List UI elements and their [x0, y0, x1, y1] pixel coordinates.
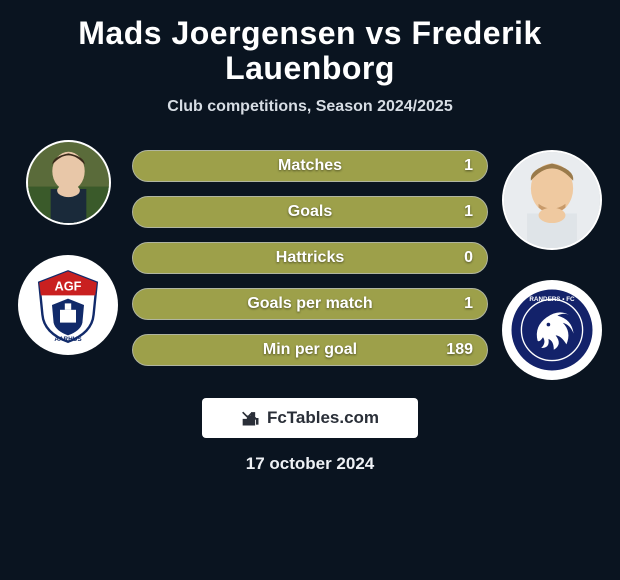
- stat-bar: Min per goal 189: [132, 334, 488, 366]
- footer: FcTables.com 17 october 2024: [0, 398, 620, 474]
- page-title: Mads Joergensen vs Frederik Lauenborg: [0, 10, 620, 94]
- svg-text:AGF: AGF: [54, 279, 81, 294]
- stat-value: 1: [464, 157, 473, 175]
- club-right-crest: RANDERS • FC: [502, 280, 602, 380]
- stat-bar: Hattricks 0: [132, 242, 488, 274]
- stat-label: Matches: [278, 157, 342, 175]
- stat-bar: Goals 1: [132, 196, 488, 228]
- stat-bars: Matches 1 Goals 1 Hattricks 0 Goals per match 1…: [128, 140, 492, 366]
- stat-value: 1: [464, 203, 473, 221]
- comparison-card: Mads Joergensen vs Frederik Lauenborg Cl…: [0, 0, 620, 474]
- stat-bar: Matches 1: [132, 150, 488, 182]
- subtitle: Club competitions, Season 2024/2025: [0, 98, 620, 116]
- bar-chart-icon: [241, 408, 261, 428]
- stat-value: 1: [464, 295, 473, 313]
- stat-value: 0: [464, 249, 473, 267]
- date-text: 17 october 2024: [246, 454, 375, 474]
- player-right-avatar: [502, 150, 602, 250]
- stat-label: Min per goal: [263, 341, 357, 359]
- stat-label: Goals: [288, 203, 332, 221]
- content-row: AGF AARHUS Matches 1 Goals 1 Hattricks 0 Goals…: [0, 140, 620, 380]
- person-icon: [28, 142, 109, 223]
- stat-bar: Goals per match 1: [132, 288, 488, 320]
- stat-label: Hattricks: [276, 249, 344, 267]
- svg-text:AARHUS: AARHUS: [54, 336, 82, 343]
- club-crest-icon: RANDERS • FC: [507, 285, 597, 375]
- left-column: AGF AARHUS: [8, 140, 128, 355]
- club-crest-icon: AGF AARHUS: [28, 265, 108, 345]
- stat-label: Goals per match: [247, 295, 372, 313]
- right-column: RANDERS • FC: [492, 140, 612, 380]
- source-badge-text: FcTables.com: [267, 408, 379, 428]
- club-left-crest: AGF AARHUS: [18, 255, 118, 355]
- svg-text:RANDERS • FC: RANDERS • FC: [529, 297, 575, 304]
- source-badge: FcTables.com: [202, 398, 418, 438]
- player-left-avatar: [26, 140, 111, 225]
- stat-value: 189: [446, 341, 473, 359]
- person-icon: [504, 152, 600, 248]
